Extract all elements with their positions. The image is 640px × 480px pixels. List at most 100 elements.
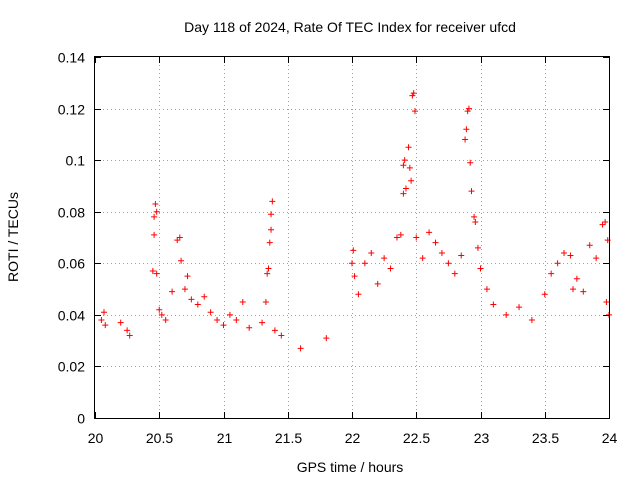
data-point — [184, 273, 191, 280]
x-tick-label: 21 — [217, 430, 233, 446]
x-tick-label: 20.5 — [146, 430, 173, 446]
data-point — [153, 270, 160, 277]
data-point — [201, 293, 208, 300]
x-tick-label: 21.5 — [275, 430, 302, 446]
axis-ticks: 20 20.5 21 21.5 22 22.5 23 23.5 24 0 0.02 0.04 0.06 0… — [58, 50, 618, 447]
data-point — [490, 301, 497, 308]
data-point — [586, 242, 593, 249]
data-point — [445, 260, 452, 267]
data-point — [265, 265, 272, 272]
data-point — [374, 280, 381, 287]
data-point — [458, 252, 465, 259]
data-point — [599, 221, 606, 228]
y-tick-label: 0.02 — [58, 359, 85, 375]
data-point — [269, 198, 276, 205]
data-point — [151, 231, 158, 238]
y-tick-label: 0.06 — [58, 256, 85, 272]
data-point — [239, 298, 246, 305]
data-point — [153, 208, 160, 215]
data-point — [124, 327, 131, 334]
data-point — [368, 249, 375, 256]
data-point — [355, 291, 362, 298]
data-point — [152, 200, 159, 207]
data-point — [405, 144, 412, 151]
data-point — [432, 239, 439, 246]
data-point — [178, 257, 185, 264]
data-point — [220, 322, 227, 329]
data-point — [468, 188, 475, 195]
data-point — [570, 286, 577, 293]
data-point — [156, 306, 163, 313]
data-point — [181, 286, 188, 293]
data-point — [397, 231, 404, 238]
data-point — [561, 249, 568, 256]
y-tick-label: 0.04 — [58, 308, 85, 324]
grid — [95, 57, 609, 418]
data-point — [98, 317, 105, 324]
data-point — [207, 309, 214, 316]
data-point — [528, 317, 535, 324]
data-point — [226, 311, 233, 318]
y-tick-label: 0.12 — [58, 102, 85, 118]
data-point — [408, 177, 415, 184]
data-point — [474, 244, 481, 251]
y-tick-label: 0.08 — [58, 205, 85, 221]
data-point — [400, 162, 407, 169]
data-point — [503, 311, 510, 318]
data-point — [214, 317, 221, 324]
data-point — [176, 234, 183, 241]
data-point — [268, 211, 275, 218]
data-point — [472, 219, 479, 226]
y-tick-label: 0.14 — [58, 50, 85, 66]
data-point — [149, 268, 156, 275]
data-point — [419, 255, 426, 262]
chart-title: Day 118 of 2024, Rate Of TEC Index for r… — [184, 19, 516, 35]
data-point — [361, 260, 368, 267]
data-points — [98, 90, 612, 352]
x-tick-label: 24 — [602, 430, 618, 446]
data-point — [426, 229, 433, 236]
data-point — [462, 136, 469, 143]
plot-frame — [94, 56, 610, 419]
x-tick-label: 23 — [474, 430, 490, 446]
data-point — [411, 108, 418, 115]
data-point — [268, 226, 275, 233]
data-point — [410, 90, 417, 97]
data-point — [351, 273, 358, 280]
data-point — [465, 105, 472, 112]
data-point — [174, 237, 181, 244]
data-point — [593, 255, 600, 262]
data-point — [102, 322, 109, 329]
x-tick-label: 20 — [88, 430, 104, 446]
data-point — [603, 298, 610, 305]
y-tick-label: 0 — [77, 411, 85, 427]
data-point — [349, 260, 355, 267]
data-point — [483, 286, 490, 293]
data-point — [162, 317, 169, 324]
data-point — [573, 275, 580, 282]
data-point — [406, 164, 413, 171]
data-point — [402, 185, 409, 192]
data-point — [194, 301, 201, 308]
data-point — [266, 239, 273, 246]
data-point — [541, 291, 548, 298]
data-point — [188, 296, 195, 303]
data-point — [117, 319, 124, 326]
data-point — [567, 252, 574, 259]
data-point — [271, 327, 278, 334]
x-tick-label: 23.5 — [532, 430, 559, 446]
data-point — [264, 270, 271, 277]
data-point — [381, 255, 388, 262]
data-point — [323, 335, 330, 342]
data-point — [554, 260, 561, 267]
data-point — [409, 92, 416, 99]
data-point — [401, 157, 408, 164]
data-point — [400, 190, 407, 197]
data-point — [580, 288, 587, 295]
data-point — [350, 247, 357, 254]
data-point — [151, 213, 158, 220]
data-point — [477, 265, 484, 272]
data-point — [451, 270, 458, 277]
x-tick-label: 22 — [345, 430, 361, 446]
